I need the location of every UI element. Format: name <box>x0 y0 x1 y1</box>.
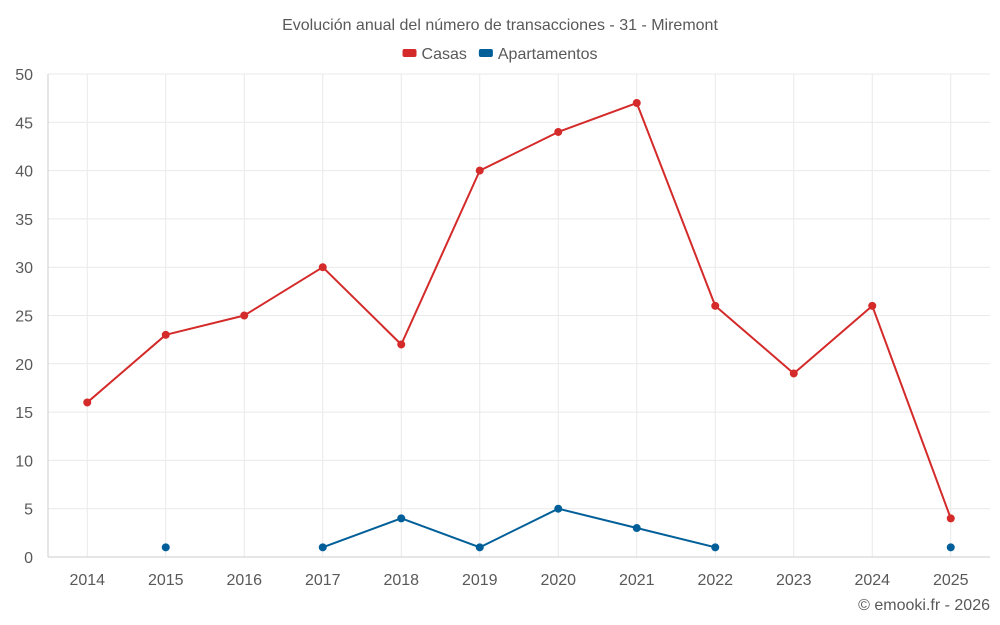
y-tick-label: 20 <box>15 357 33 374</box>
data-point <box>946 514 955 523</box>
x-tick-label: 2020 <box>540 572 576 589</box>
x-tick-label: 2017 <box>305 572 341 589</box>
y-tick-label: 25 <box>15 309 33 326</box>
chart-title: Evolución anual del número de transaccio… <box>282 17 718 34</box>
x-tick-label: 2021 <box>619 572 655 589</box>
data-point <box>83 398 92 407</box>
series-group <box>83 98 955 552</box>
data-point <box>397 340 406 349</box>
data-point <box>475 543 484 552</box>
credit-text: © emooki.fr - 2026 <box>858 597 990 614</box>
x-tick-label: 2015 <box>148 572 184 589</box>
x-tick-label: 2016 <box>226 572 262 589</box>
grid <box>47 73 990 558</box>
data-point <box>240 311 249 320</box>
legend-item-apartamentos: Apartamentos <box>478 46 598 63</box>
data-point <box>475 166 484 175</box>
series-apartamentos <box>161 504 955 552</box>
series-casas <box>83 98 955 523</box>
x-tick-label: 2022 <box>697 572 733 589</box>
legend: Casas Apartamentos <box>402 46 598 63</box>
y-tick-label: 30 <box>15 260 33 277</box>
y-tick-label: 15 <box>15 405 33 422</box>
data-point <box>711 301 720 310</box>
data-point <box>161 330 170 339</box>
data-point <box>554 127 563 136</box>
x-axis: 2014 2015 2016 2017 2018 2019 2020 2021 2022 2023… <box>69 572 968 589</box>
x-tick-label: 2025 <box>933 572 969 589</box>
series-line <box>86 101 952 519</box>
y-tick-label: 10 <box>15 453 33 470</box>
data-point <box>397 514 406 523</box>
x-tick-label: 2024 <box>854 572 890 589</box>
y-tick-label: 50 <box>15 67 33 84</box>
data-point <box>868 301 877 310</box>
data-point <box>946 543 955 552</box>
legend-swatch <box>478 49 493 57</box>
legend-label: Apartamentos <box>498 46 598 63</box>
y-tick-label: 40 <box>15 164 33 181</box>
legend-swatch <box>402 49 417 57</box>
y-tick-label: 0 <box>24 550 33 567</box>
y-axis: 0 5 10 15 20 25 30 35 40 45 50 <box>15 67 33 567</box>
data-point <box>554 504 563 513</box>
data-point <box>318 543 327 552</box>
data-point <box>632 98 641 107</box>
x-tick-label: 2014 <box>69 572 105 589</box>
data-point <box>161 543 170 552</box>
y-tick-label: 5 <box>24 502 33 519</box>
series-line <box>322 507 716 549</box>
x-tick-label: 2019 <box>462 572 498 589</box>
data-point <box>318 263 327 272</box>
x-tick-label: 2018 <box>383 572 419 589</box>
y-tick-label: 35 <box>15 212 33 229</box>
data-point <box>632 524 641 533</box>
y-tick-label: 45 <box>15 115 33 132</box>
data-point <box>711 543 720 552</box>
legend-label: Casas <box>422 46 467 63</box>
legend-item-casas: Casas <box>402 46 467 63</box>
data-point <box>789 369 798 378</box>
x-tick-label: 2023 <box>776 572 812 589</box>
